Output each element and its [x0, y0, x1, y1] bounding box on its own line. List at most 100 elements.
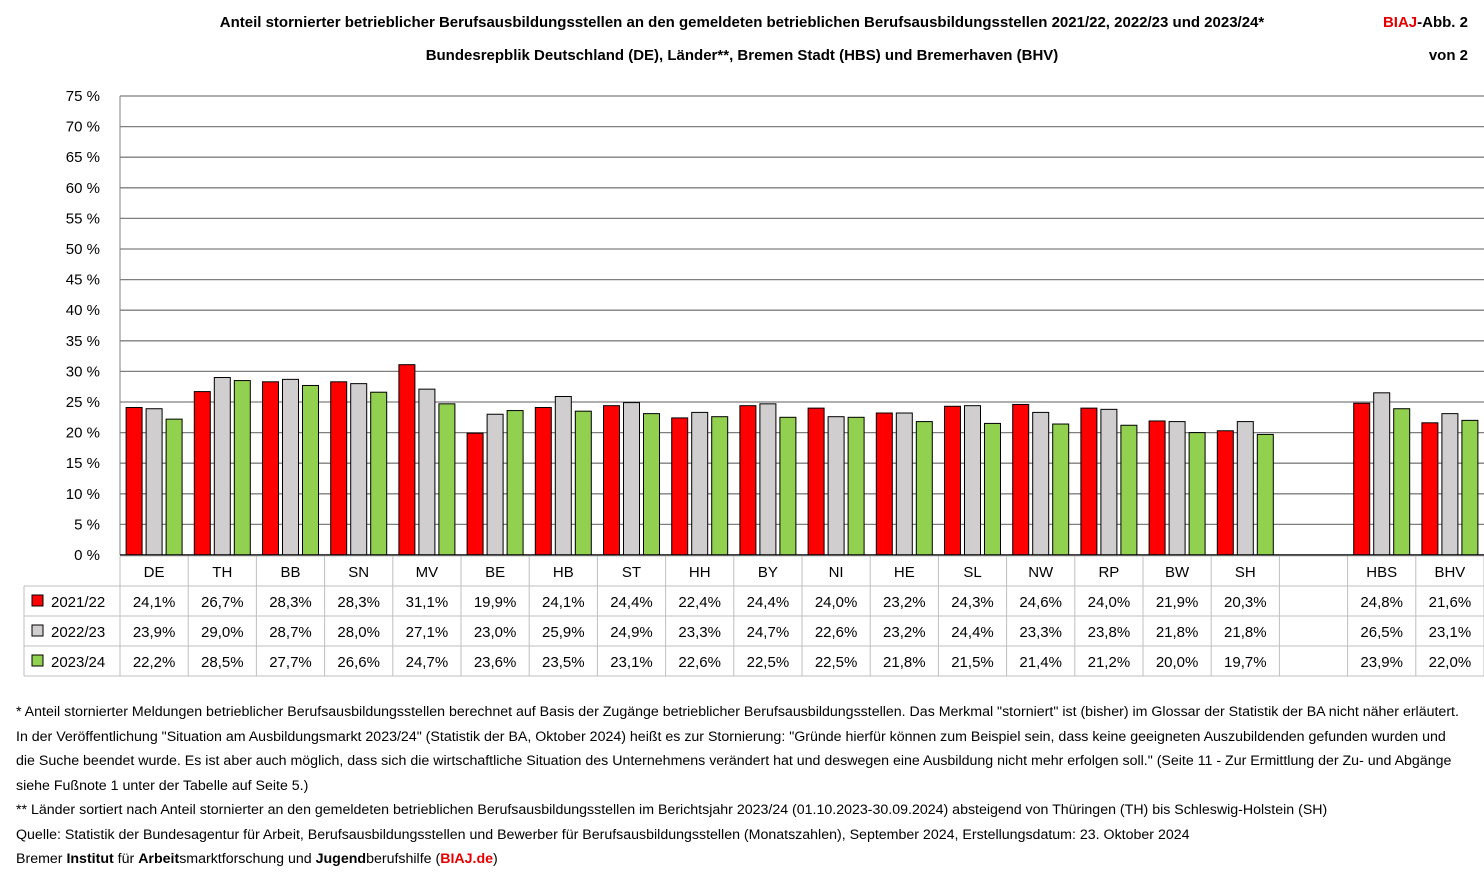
- bar-NW-2021/22: [1012, 403, 1030, 556]
- category-label-TH: TH: [212, 564, 232, 581]
- org-text: Jugend: [315, 851, 367, 867]
- bar-DE-2023/24: [165, 418, 183, 556]
- org-link[interactable]: BIAJ.de: [440, 851, 494, 867]
- data-label: 23,2%: [883, 594, 926, 611]
- org-text: Bremer: [16, 851, 67, 867]
- y-tick-label: 25 %: [66, 394, 100, 411]
- bar-DE-2021/22: [125, 407, 143, 556]
- data-label: 21,5%: [951, 654, 994, 671]
- bar-SN-2022/23: [350, 383, 368, 556]
- data-label: 27,1%: [406, 624, 449, 641]
- data-label: 23,9%: [1360, 654, 1403, 671]
- data-label: 27,7%: [269, 654, 312, 671]
- y-tick-label: 50 %: [66, 241, 100, 258]
- data-label: 22,5%: [815, 654, 858, 671]
- data-label: 24,8%: [1360, 594, 1403, 611]
- bar-TH-2023/24: [233, 380, 251, 556]
- bar-MV-2022/23: [418, 388, 436, 556]
- y-tick-label: 15 %: [66, 455, 100, 472]
- category-label-BB: BB: [280, 564, 300, 581]
- category-label-BHV: BHV: [1434, 564, 1465, 581]
- bar-BHV-2021/22: [1421, 422, 1439, 556]
- bar-ST-2021/22: [603, 405, 620, 556]
- bar-RP-2022/23: [1100, 408, 1118, 556]
- footnote-sorting: ** Länder sortiert nach Anteil storniert…: [16, 802, 1328, 818]
- bar-HH-2022/23: [691, 411, 709, 556]
- data-label: 26,5%: [1360, 624, 1403, 641]
- org-text: ): [493, 851, 498, 867]
- legend-label-2023/24: 2023/24: [51, 654, 105, 671]
- y-tick-label: 75 %: [66, 88, 100, 105]
- data-label: 22,2%: [133, 654, 176, 671]
- category-label-RP: RP: [1098, 564, 1119, 581]
- bar-BB-2023/24: [302, 384, 319, 556]
- bar-HE-2023/24: [915, 421, 933, 556]
- data-label: 23,8%: [1088, 624, 1131, 641]
- bar-chart: 0 % 5 % 10 % 15 % 20 % 25 % 30 % 35 % 40 % 45 % 50…: [23, 88, 1484, 677]
- category-label-MV: MV: [416, 564, 439, 581]
- y-tick-label: 20 %: [66, 425, 100, 442]
- data-label: 24,7%: [747, 624, 790, 641]
- bar-HB-2023/24: [574, 410, 592, 556]
- bar-BY-2022/23: [759, 403, 777, 556]
- y-tick-label: 55 %: [66, 210, 100, 227]
- bar-SH-2021/22: [1216, 430, 1234, 556]
- chart-title: Anteil stornierter betrieblicher Berufsa…: [219, 14, 1265, 31]
- bar-BB-2021/22: [262, 381, 279, 556]
- bar-RP-2023/24: [1120, 424, 1138, 556]
- data-label: 28,7%: [269, 624, 312, 641]
- data-label: 21,8%: [1156, 624, 1199, 641]
- data-label: 23,6%: [474, 654, 517, 671]
- category-label-HE: HE: [894, 564, 915, 581]
- data-label: 28,3%: [337, 594, 380, 611]
- data-label: 24,0%: [1088, 594, 1131, 611]
- bar-ST-2022/23: [623, 402, 640, 556]
- category-label-SL: SL: [963, 564, 981, 581]
- category-label-SN: SN: [348, 564, 369, 581]
- bar-SN-2021/22: [330, 381, 348, 556]
- category-label-ST: ST: [622, 564, 641, 581]
- y-tick-label: 60 %: [66, 180, 100, 197]
- bar-SL-2022/23: [964, 405, 981, 556]
- bar-SH-2022/23: [1236, 421, 1254, 556]
- data-label: 24,1%: [542, 594, 585, 611]
- bar-RP-2021/22: [1080, 407, 1098, 556]
- bar-BW-2023/24: [1188, 432, 1206, 556]
- data-label: 24,4%: [951, 624, 994, 641]
- data-label: 22,0%: [1429, 654, 1472, 671]
- data-label: 28,0%: [337, 624, 380, 641]
- bar-BE-2023/24: [506, 410, 524, 556]
- bar-BW-2022/23: [1168, 421, 1186, 556]
- data-label: 28,3%: [269, 594, 312, 611]
- legend-swatch-2023/24: [31, 654, 44, 667]
- figure-page-of: von 2: [1428, 47, 1468, 64]
- y-tick-label: 65 %: [66, 149, 100, 166]
- bar-SN-2023/24: [370, 391, 388, 556]
- data-label: 24,9%: [610, 624, 653, 641]
- data-label: 19,9%: [474, 594, 517, 611]
- data-label: 24,4%: [747, 594, 790, 611]
- bar-BY-2021/22: [739, 405, 757, 556]
- figure-badge: BIAJ-Abb. 2: [1383, 14, 1468, 31]
- data-label: 29,0%: [201, 624, 244, 641]
- bar-HBS-2023/24: [1393, 408, 1411, 556]
- bar-ST-2023/24: [643, 413, 660, 556]
- y-tick-label: 70 %: [66, 119, 100, 136]
- org-text: Arbeit: [138, 851, 180, 867]
- bar-NW-2023/24: [1052, 423, 1070, 556]
- category-label-BE: BE: [485, 564, 505, 581]
- badge-brand: BIAJ: [1382, 14, 1418, 31]
- y-tick-label: 35 %: [66, 333, 100, 350]
- category-label-HH: HH: [689, 564, 711, 581]
- bar-NI-2022/23: [827, 416, 845, 556]
- data-label: 22,6%: [678, 654, 721, 671]
- data-label: 21,8%: [883, 654, 926, 671]
- y-tick-label: 5 %: [74, 516, 100, 533]
- data-label: 21,9%: [1156, 594, 1199, 611]
- footnotes: * Anteil stornierter Meldungen betriebli…: [16, 700, 1466, 872]
- bar-NW-2022/23: [1032, 411, 1050, 556]
- category-label-HB: HB: [553, 564, 574, 581]
- data-label: 23,9%: [133, 624, 176, 641]
- data-label: 21,2%: [1088, 654, 1131, 671]
- category-label-BW: BW: [1165, 564, 1190, 581]
